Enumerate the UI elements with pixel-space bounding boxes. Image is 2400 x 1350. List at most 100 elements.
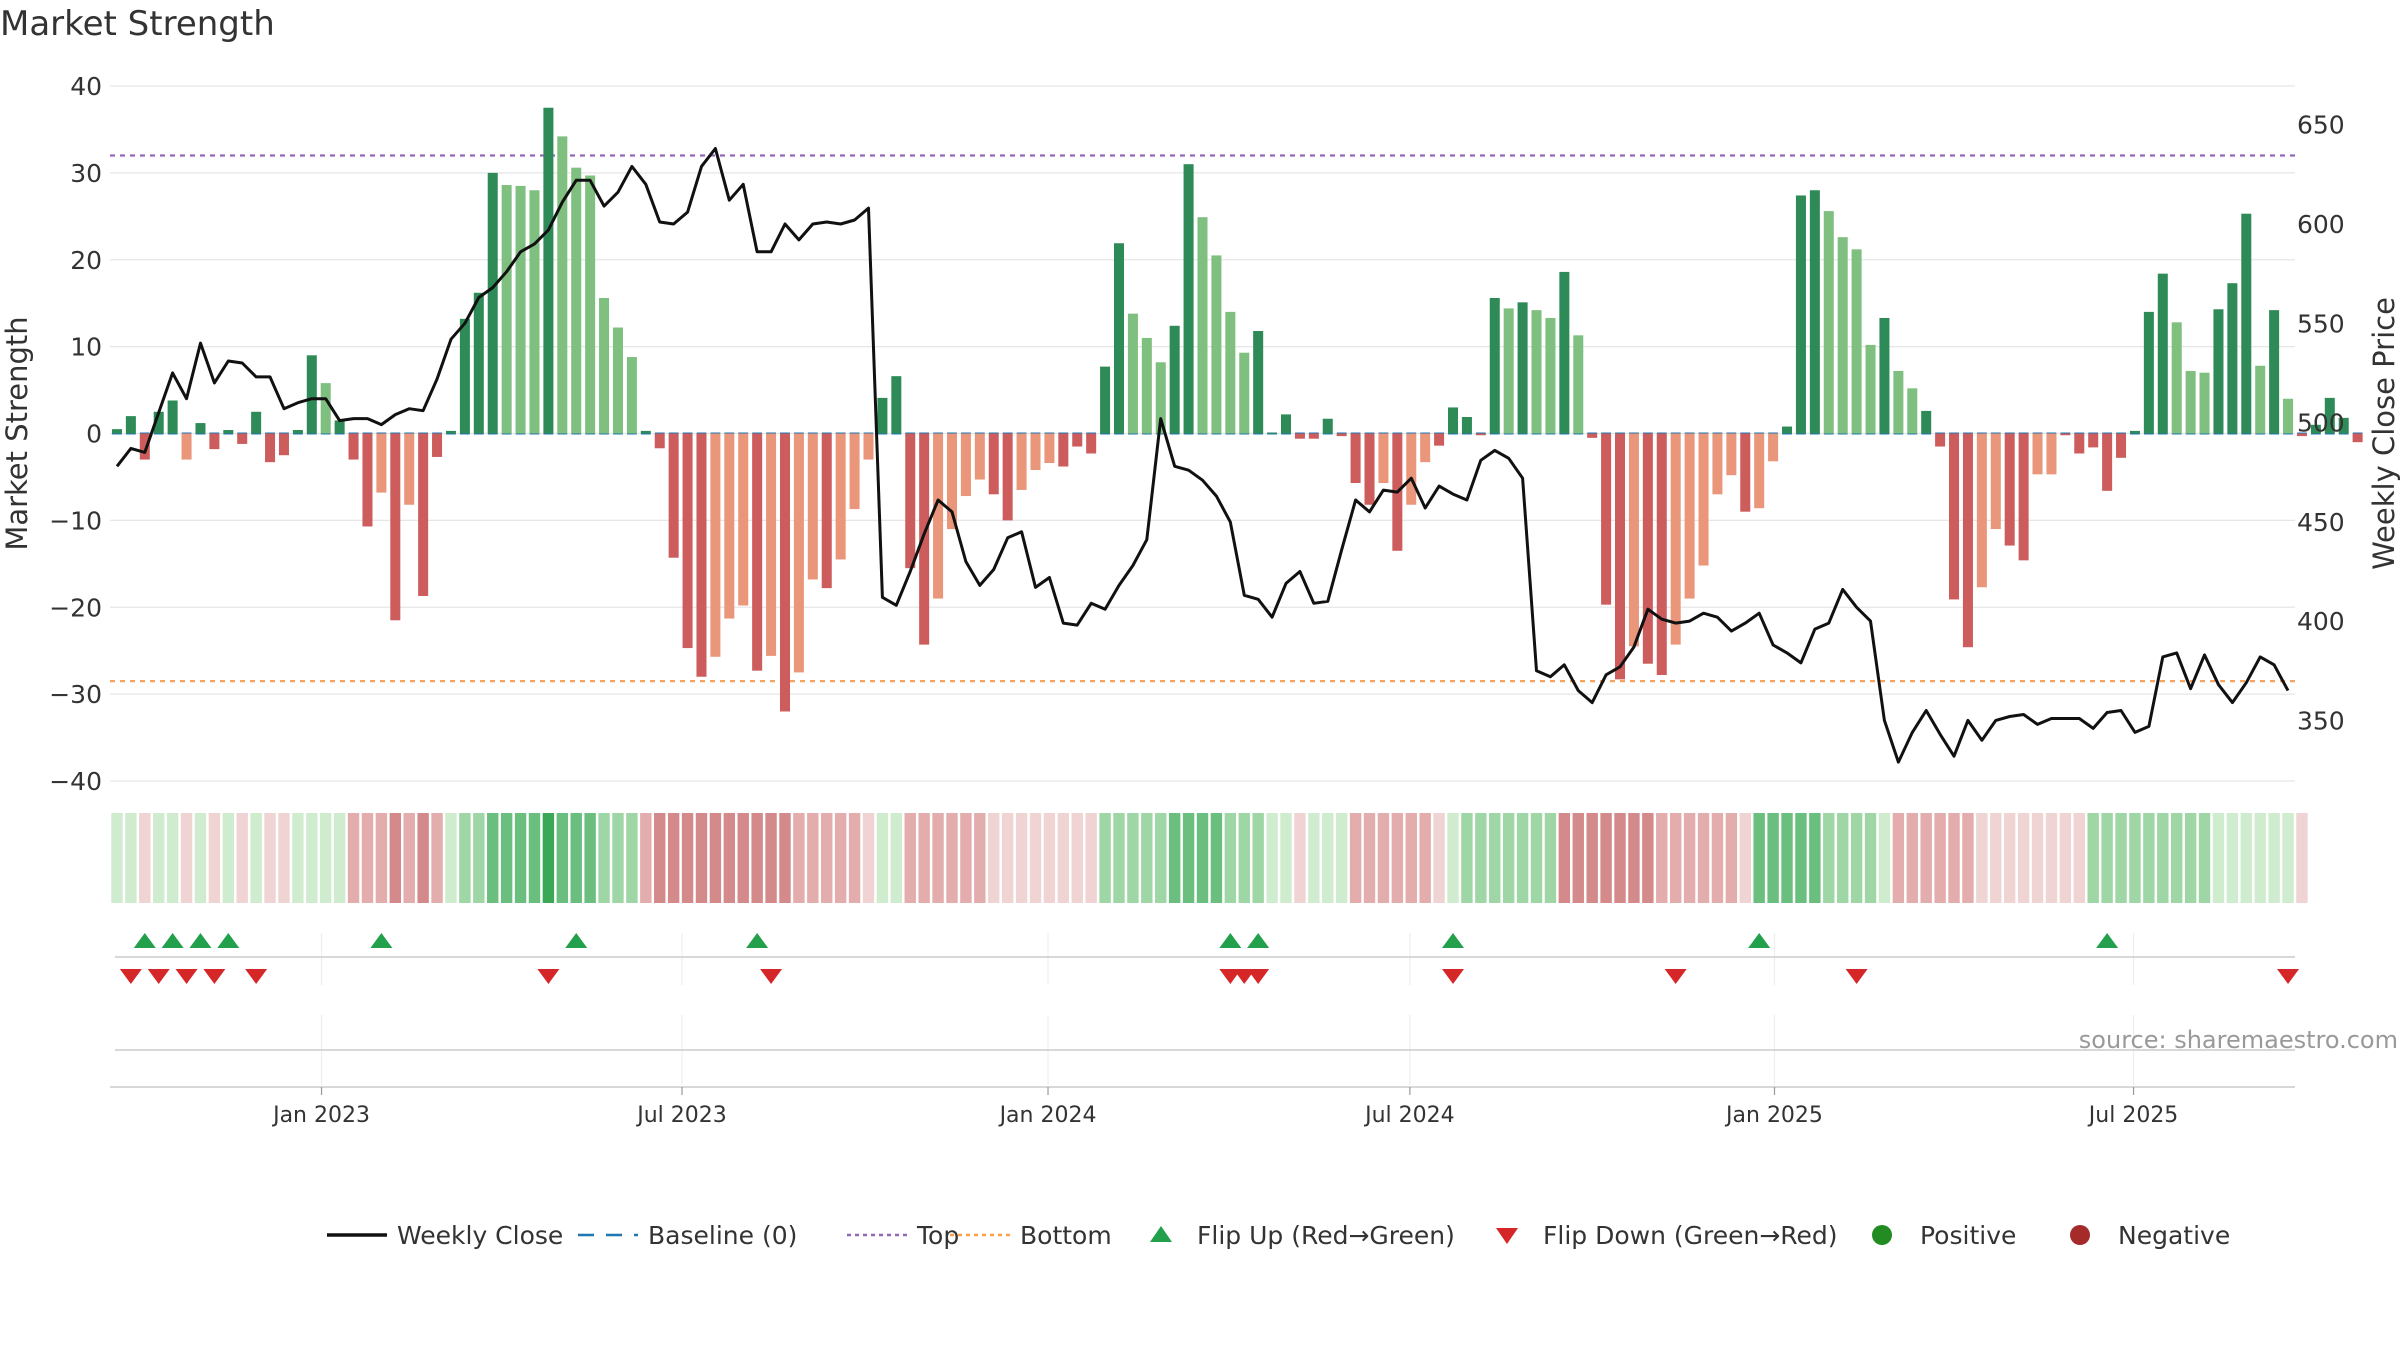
x-axis: Jan 2023 Jul 2023 Jan 2024 Jul 2024 Jan 2025… <box>110 1049 2295 1128</box>
strength-bar-positive <box>306 355 317 434</box>
regime-cell-positive <box>1196 813 1209 903</box>
strength-bar-positive <box>167 400 178 434</box>
regime-cell-negative <box>1391 813 1404 903</box>
regime-cell-negative <box>1934 813 1946 903</box>
legend-item: Top <box>847 1221 959 1250</box>
y-left-tick-label: 30 <box>70 159 102 188</box>
regime-cell-positive <box>1850 813 1863 903</box>
strength-bar-negative <box>1002 433 1013 521</box>
regime-cell-negative <box>960 813 972 903</box>
regime-cell-positive <box>1878 813 1891 903</box>
strength-bar-negative <box>362 433 373 527</box>
strength-bar-positive <box>1211 255 1222 434</box>
strength-bar-positive <box>1239 352 1250 434</box>
legend-label: Negative <box>2118 1221 2230 1250</box>
strength-bar-negative <box>418 433 429 596</box>
strength-bar-positive <box>2171 322 2182 434</box>
strength-bar-negative <box>654 433 665 449</box>
regime-cell-positive <box>2115 813 2127 903</box>
regime-cell-positive <box>1210 813 1223 903</box>
regime-cell-positive <box>1753 813 1765 903</box>
regime-cell-negative <box>1683 813 1696 903</box>
x-tick-label: Jul 2025 <box>2087 1103 2179 1128</box>
strength-bar-negative <box>1615 433 1626 680</box>
flip-down-marker <box>119 969 142 984</box>
strength-bar-positive <box>2129 430 2140 434</box>
strength-bar-positive <box>891 376 902 434</box>
strength-bar-negative <box>237 433 248 444</box>
regime-cell-negative <box>1405 813 1417 903</box>
source-credit: source: sharemaestro.com <box>2079 1026 2398 1054</box>
y-right-axis-title: Weekly Close Price <box>2367 297 2400 570</box>
regime-cell-negative <box>1962 813 1974 903</box>
flip-down-marker <box>175 969 198 984</box>
legend-item: Flip Up (Red→Green) <box>1150 1221 1455 1250</box>
regime-cell-negative <box>1015 813 1028 903</box>
legend-swatch <box>2070 1225 2090 1245</box>
regime-cell-negative <box>1976 813 1988 903</box>
strength-bar-positive <box>2157 273 2168 434</box>
strength-bar-positive <box>626 357 637 434</box>
strength-bar-negative <box>1670 433 1681 645</box>
strength-bar-negative <box>2032 433 2043 475</box>
strength-bar-positive <box>1545 317 1556 434</box>
legend-item: Bottom <box>950 1221 1112 1250</box>
flip-down-marker <box>203 969 226 984</box>
legend-label: Positive <box>1920 1221 2016 1250</box>
strength-bar-negative <box>1949 433 1960 600</box>
strength-bar-positive <box>877 397 888 434</box>
legend-item: Weekly Close <box>327 1221 563 1250</box>
strength-bar-negative <box>1712 433 1723 495</box>
regime-cell-negative <box>1739 813 1751 903</box>
flip-up-marker <box>1442 933 1465 948</box>
strength-bar-negative <box>1364 433 1375 505</box>
regime-cell-negative <box>208 813 221 903</box>
strength-bar-negative <box>376 433 387 493</box>
strength-bar-negative <box>1935 433 1946 447</box>
regime-cell-negative <box>1071 813 1083 903</box>
regime-cell-positive <box>333 813 346 903</box>
regime-cell-negative <box>1642 813 1654 903</box>
regime-cell-negative <box>1043 813 1056 903</box>
regime-cell-negative <box>2059 813 2072 903</box>
strength-bar-positive <box>1907 388 1918 434</box>
legend-item: Positive <box>1872 1221 2016 1250</box>
regime-cell-negative <box>1349 813 1362 903</box>
regime-cell-positive <box>306 813 318 903</box>
regime-cell-positive <box>1530 813 1543 903</box>
regime-cell-negative <box>1433 813 1445 903</box>
strength-bar-negative <box>835 433 846 560</box>
regime-cell-positive <box>570 813 582 903</box>
regime-cell-positive <box>2170 813 2183 903</box>
axes: −40 −30 −20 −10 0 10 20 30 40 350 400 450 500 550 600 6… <box>0 72 2400 796</box>
regime-cell-negative <box>1711 813 1724 903</box>
strength-bar-positive <box>1782 426 1793 434</box>
x-tick-label: Jan 2023 <box>271 1103 370 1128</box>
legend-item: Flip Down (Green→Red) <box>1496 1221 1838 1250</box>
strength-bar-negative <box>1044 433 1055 464</box>
regime-cell-positive <box>459 813 471 903</box>
regime-cell-positive <box>111 813 123 903</box>
strength-bar-positive <box>1823 211 1834 434</box>
regime-cell-positive <box>153 813 165 903</box>
regime-cell-positive <box>1475 813 1487 903</box>
flip-down-marker <box>2277 969 2300 984</box>
regime-cell-positive <box>2184 813 2197 903</box>
regime-cell-negative <box>1558 813 1571 903</box>
y-left-tick-label: −40 <box>49 767 102 796</box>
regime-cell-negative <box>1669 813 1682 903</box>
regime-cell-positive <box>250 813 262 903</box>
regime-cell-negative <box>654 813 666 903</box>
regime-cell-positive <box>1447 813 1459 903</box>
strength-bar-negative <box>668 433 679 558</box>
strength-bar-positive <box>459 318 470 434</box>
strength-bar-positive <box>2324 397 2335 434</box>
strength-bar-positive <box>2143 311 2154 434</box>
y-right-tick-label: 550 <box>2297 309 2345 338</box>
regime-cell-positive <box>2198 813 2211 903</box>
y-left-tick-label: 10 <box>70 333 102 362</box>
flip-down-marker <box>1247 969 1270 984</box>
strength-bar-positive <box>612 327 623 434</box>
regime-cell-negative <box>723 813 736 903</box>
regime-cell-positive <box>876 813 889 903</box>
